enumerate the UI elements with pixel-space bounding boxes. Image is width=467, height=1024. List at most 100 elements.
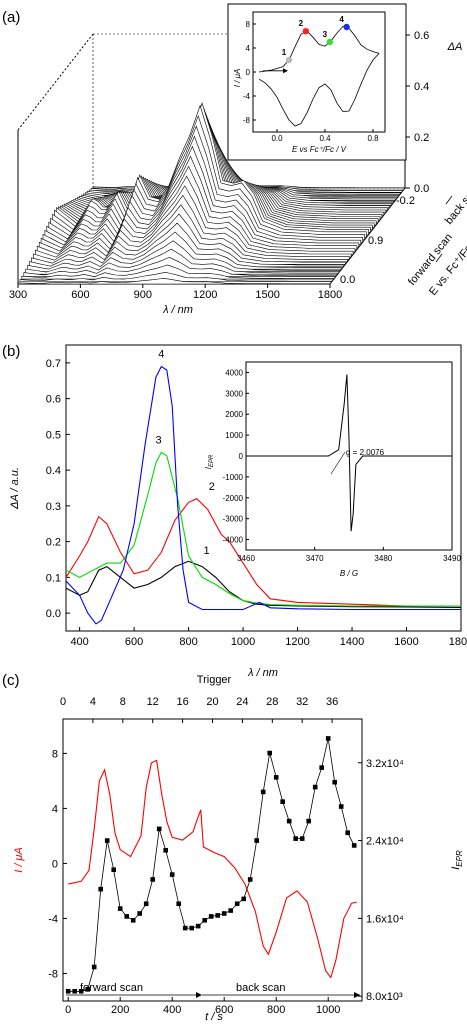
c-x-tick-label: 1000: [316, 1004, 340, 1016]
b-inset-x-label: B / G: [340, 569, 358, 578]
b-series-line-1: [66, 561, 461, 607]
c-epr-point: [202, 918, 207, 923]
b-inset-x-tick-label: 3470: [306, 554, 324, 563]
b-series-label-4: 4: [158, 349, 164, 361]
b-inset-y-tick-label: 3000: [225, 389, 243, 398]
a-depth-tick-label: -0.2: [396, 195, 415, 207]
c-y2-tick-label: 2.4x10⁴: [366, 836, 404, 848]
c-y2-axis-label-sub: EPR: [455, 850, 464, 867]
b-series: 1 2 3 4: [66, 349, 461, 624]
c-epr-point: [196, 924, 201, 929]
c-top-axis-label: Trigger: [197, 674, 232, 686]
b-x-tick-label: 1600: [394, 636, 418, 648]
c-series: [66, 736, 357, 993]
b-y-tick-label: 0.6: [46, 394, 61, 406]
b-x-tick-label: 400: [70, 636, 88, 648]
c-epr-point: [215, 913, 220, 918]
b-y-axis-label: ΔA / a.u.: [9, 467, 21, 510]
a-inset-frame: [228, 4, 406, 160]
b-inset-y-label-sub: EPR: [209, 454, 215, 467]
a-depth-annotation-back: back scan: [443, 181, 467, 227]
c-epr-point: [183, 926, 188, 931]
b-x-tick-label: 1400: [340, 636, 364, 648]
c-epr-point: [339, 804, 344, 809]
b-series-line-4: [66, 367, 461, 624]
a-inset-marker-2: [303, 28, 309, 34]
b-series-label-1: 1: [204, 545, 210, 557]
b-series-label-2: 2: [209, 481, 215, 493]
panel-b-spectra: 400600800100012001400160018000.00.10.20.…: [9, 345, 467, 679]
b-inset-y-tick-label: -1000: [223, 473, 244, 482]
c-epr-point: [228, 908, 233, 913]
a-z-tick-label: 0.4: [414, 81, 429, 93]
c-epr-point: [248, 877, 253, 882]
c-epr-point: [176, 901, 181, 906]
b-inset-annotation-leader: [331, 452, 345, 474]
c-epr-point: [105, 838, 110, 843]
c-epr-point: [170, 872, 175, 877]
b-inset-y-tick-label: -2000: [223, 494, 244, 503]
b-x-tick-label: 1000: [231, 636, 255, 648]
a-inset-marker-label: 2: [299, 19, 304, 28]
a-inset-y-tick-label: 4: [246, 44, 251, 53]
c-y-tick-label: 8: [52, 748, 58, 760]
a-inset-marker-4: [343, 24, 349, 30]
b-x-axis-label: λ / nm: [247, 667, 278, 679]
c-y2-tick-label: 1.6x10⁴: [366, 913, 404, 925]
c-epr-point: [241, 897, 246, 902]
c-epr-point: [287, 819, 292, 824]
b-inset-x-tick-label: 3490: [443, 554, 461, 563]
c-epr-point: [98, 887, 103, 892]
c-epr-point: [222, 911, 227, 916]
a-back-arrow: [446, 196, 452, 204]
c-y2-tick-label: 3.2x10⁴: [366, 758, 404, 770]
c-top-tick-label: 28: [266, 696, 278, 708]
c-ticks: 0 200 400 600 800 1000 0 4 8 12 16 20 24 28 32 36 8 4 0 -4 -…: [48, 696, 404, 1016]
a-depth-tick-label: 0.0: [340, 274, 355, 286]
c-epr-point: [293, 836, 298, 841]
c-epr-point: [261, 790, 266, 795]
a-inset-marker-label: 1: [282, 48, 287, 57]
a-inset-marker-label: 3: [323, 30, 328, 39]
c-epr-point: [300, 836, 305, 841]
a-inset-y-label: I / μA: [233, 69, 242, 88]
b-inset-y-tick-label: 4000: [225, 368, 243, 377]
a-inset-x-tick-label: 0.4: [319, 134, 331, 143]
c-top-tick-label: 20: [206, 696, 218, 708]
a-z-tick-label: 0.2: [414, 132, 429, 144]
panel-c-time-trace: 0 200 400 600 800 10000 4 8 12 16 20 24 28 32 36840-4-…: [13, 674, 464, 1023]
b-inset-x-tick-label: 3480: [374, 554, 392, 563]
b-inset-y-label: IEPR: [204, 454, 215, 469]
a-x-tick-label: 1500: [255, 289, 279, 301]
c-epr-point: [72, 989, 77, 994]
a-top-left-edge: [18, 34, 93, 130]
a-x-axis-label: λ / nm: [162, 304, 193, 316]
c-epr-point: [332, 780, 337, 785]
c-epr-point: [306, 819, 311, 824]
c-epr-point: [352, 843, 357, 848]
b-inset-y-tick-label: 1000: [225, 431, 243, 440]
a-inset-y-tick-label: -8: [243, 116, 251, 125]
c-epr-point: [319, 765, 324, 770]
c-y-tick-label: -8: [48, 968, 58, 980]
a-inset-y-tick-label: 0: [246, 68, 251, 77]
c-epr-point: [124, 914, 129, 919]
a-z-axis-label: ΔA: [447, 41, 463, 53]
c-epr-point: [92, 965, 97, 970]
a-x-tick-label: 300: [9, 289, 27, 301]
c-top-tick-label: 16: [176, 696, 188, 708]
c-y2-axis-label: IEPR: [450, 850, 464, 870]
a-inset-marker-3: [327, 39, 333, 45]
c-epr-point: [235, 901, 240, 906]
c-top-tick-label: 12: [147, 696, 159, 708]
c-x-axis-label: t / s: [205, 1011, 223, 1023]
c-y-tick-label: 0: [52, 858, 58, 870]
b-y-tick-label: 0.7: [46, 358, 61, 370]
a-inset-x-tick-label: 0.8: [367, 134, 379, 143]
c-epr-point: [209, 914, 214, 919]
c-epr-point: [254, 838, 259, 843]
c-y-tick-label: 4: [52, 803, 58, 815]
a-inset-marker-1: [286, 57, 292, 63]
b-series-label-3: 3: [156, 434, 162, 446]
